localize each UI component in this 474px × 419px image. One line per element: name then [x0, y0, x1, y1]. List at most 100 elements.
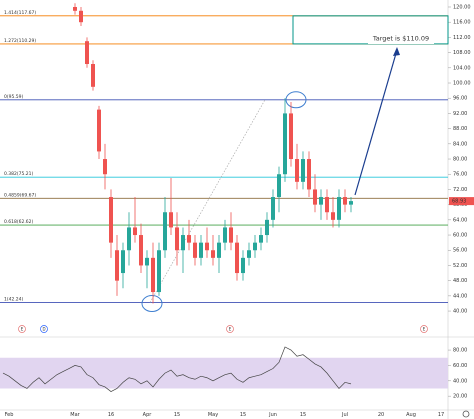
candle-body	[301, 159, 305, 182]
candle-body	[247, 250, 251, 258]
y-tick-label: 112.00	[453, 35, 471, 41]
event-label: E	[423, 326, 426, 331]
candle-body	[151, 257, 155, 293]
y-tick-label: 76.00	[453, 172, 467, 178]
event-label: E	[229, 326, 232, 331]
last-price-bg	[449, 197, 474, 206]
candle-body	[277, 174, 281, 198]
y-tick-label: 68.00	[453, 202, 467, 208]
candle-body	[97, 109, 101, 152]
candle-body	[127, 227, 131, 251]
y-tick-label: 120.00	[453, 4, 471, 10]
candle-body	[211, 250, 215, 258]
x-tick-label: Aug	[406, 412, 416, 418]
candle-body	[337, 197, 341, 220]
candle-body	[205, 242, 209, 251]
candle-body	[253, 242, 257, 251]
candle-body	[91, 64, 95, 87]
fib-label: 1.414(117.67)	[4, 10, 36, 16]
x-tick-label: 15	[174, 412, 180, 418]
candle-body	[307, 159, 311, 190]
target-arrow	[354, 49, 398, 196]
candle-body	[163, 212, 167, 251]
candle-body	[73, 6, 77, 11]
rsi-line	[2, 346, 352, 392]
candle-body	[199, 242, 203, 258]
y-tick-label: 52.00	[453, 263, 467, 269]
candle-body	[181, 235, 185, 251]
fib-label: 0.4859(69.67)	[4, 192, 36, 198]
candle-body	[103, 159, 107, 175]
target-label: Target is $110.09	[372, 35, 429, 43]
candle-body	[259, 235, 263, 243]
event-marker	[40, 325, 48, 333]
candle-body	[265, 219, 269, 236]
candle-body	[229, 227, 233, 243]
event-label: D	[42, 326, 45, 331]
candle-body	[235, 242, 239, 274]
candle-body	[223, 227, 227, 243]
event-label: E	[21, 326, 24, 331]
rsi-tick-label: 20.00	[453, 394, 467, 400]
candle-body	[343, 197, 347, 205]
candle-body	[319, 197, 323, 205]
candle-body	[121, 250, 125, 274]
arrow-head	[393, 47, 400, 56]
y-tick-label: 80.00	[453, 157, 467, 163]
x-tick-label: Feb	[5, 412, 14, 418]
candle-body	[169, 212, 173, 228]
fib-label: 1(42.24)	[4, 297, 24, 303]
fib-label: 0.382(75.21)	[4, 171, 34, 177]
candle-body	[289, 113, 293, 160]
rsi-band	[0, 357, 448, 389]
fib-levels: 1.414(117.67) 1.272(110.29) 0(95.59) 0.382(…	[0, 10, 448, 303]
y-tick-label: 116.00	[453, 20, 471, 26]
fib-label: 0(95.59)	[4, 94, 24, 100]
candle-body	[175, 227, 179, 251]
candle-body	[271, 197, 275, 220]
fib-label: 1.272(110.29)	[4, 38, 36, 44]
y-tick-label: 44.00	[453, 293, 467, 299]
candle-body	[325, 197, 329, 213]
candle-body	[283, 113, 287, 175]
candle-body	[217, 242, 221, 258]
candle-body	[109, 197, 113, 243]
x-tick-label: 17	[438, 412, 444, 418]
candle-body	[139, 235, 143, 266]
x-tick-label: 15	[240, 412, 246, 418]
candle-body	[133, 227, 137, 236]
highlight-circle	[141, 295, 163, 313]
candle-body	[193, 242, 197, 258]
y-tick-label: 72.00	[453, 187, 467, 193]
target-label-bg	[368, 33, 434, 44]
event-marker	[226, 325, 234, 333]
y-tick-label: 48.00	[453, 278, 467, 284]
candle-body	[295, 159, 299, 182]
x-tick-label: 20	[378, 412, 384, 418]
rsi-tick-label: 40.00	[453, 378, 467, 384]
y-tick-label: 88.00	[453, 126, 467, 132]
plot-layer: 120.00 116.00 112.00 108.00 104.00 100.00 96.0…	[0, 3, 474, 418]
rsi-tick-label: 80.00	[453, 348, 467, 354]
y-tick-label: 40.00	[453, 309, 467, 315]
candle-body	[115, 250, 119, 281]
y-tick-label: 60.00	[453, 233, 467, 239]
y-tick-label: 108.00	[453, 50, 471, 56]
candle-body	[145, 257, 149, 266]
x-tick-label: Jul	[341, 412, 348, 418]
y-tick-label: 96.00	[453, 96, 467, 102]
rsi-tick-label: 60.00	[453, 363, 467, 369]
settings-icon[interactable]	[462, 410, 470, 418]
x-tick-label: Mar	[70, 412, 80, 418]
highlight-circle	[285, 91, 307, 109]
y-tick-label: 92.00	[453, 111, 467, 117]
y-tick-label: 84.00	[453, 141, 467, 147]
candle-body	[349, 201, 353, 205]
candle-body	[157, 250, 161, 293]
x-tick-label: Jun	[268, 412, 277, 418]
x-tick-label: 15	[300, 412, 306, 418]
event-marker	[18, 325, 26, 333]
event-marker	[420, 325, 428, 333]
